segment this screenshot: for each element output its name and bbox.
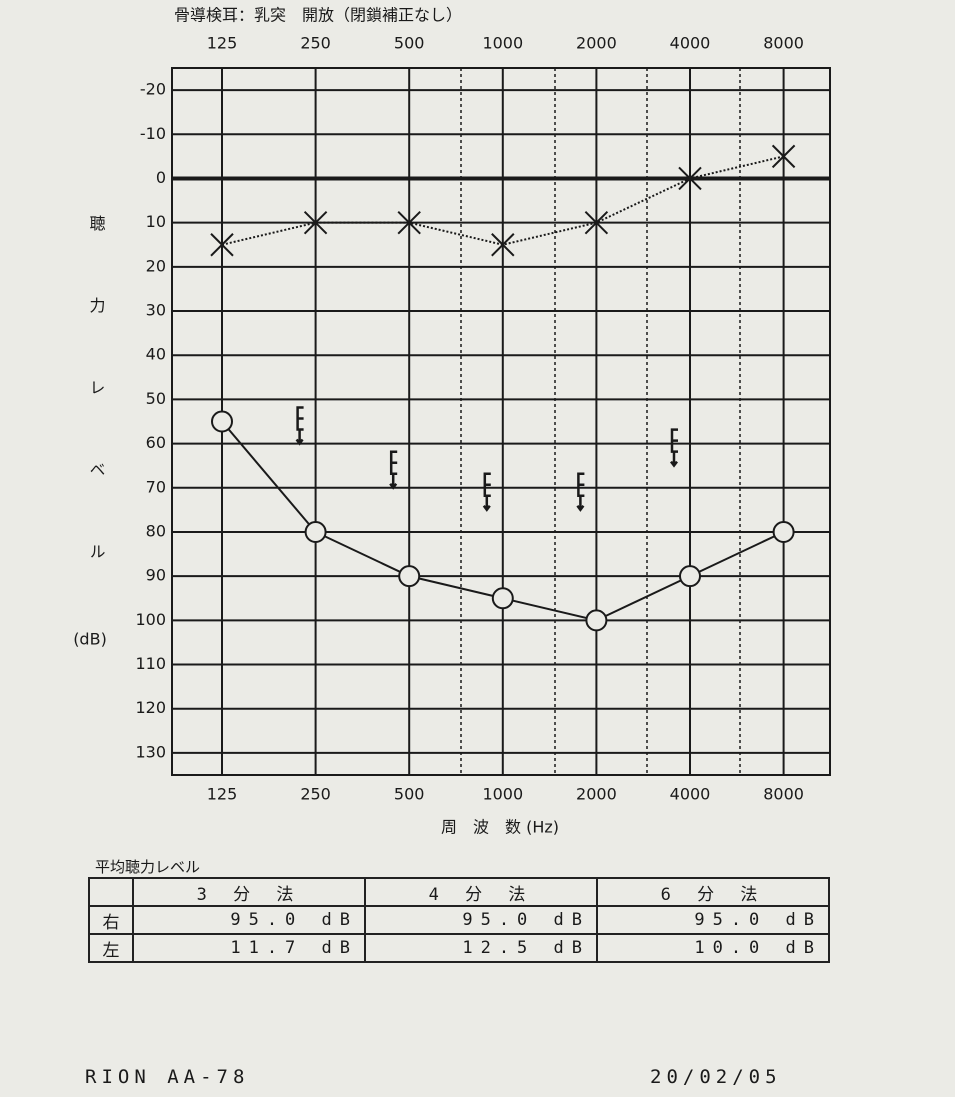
y-tick-label: 40 [146, 345, 166, 364]
header: 骨導検耳：乳突 開放（閉鎖補正なし） [174, 6, 462, 25]
point [679, 565, 701, 588]
point [491, 233, 515, 257]
table-row: 左 11.7 dB 12.5 dB 10.0 dB [88, 933, 830, 963]
x-axis-label: 周 波 数 (Hz) [441, 818, 559, 837]
x-tick-label-top: 250 [300, 34, 331, 53]
point [772, 520, 795, 543]
cell: 12.5 dB [364, 933, 598, 963]
cell: 95.0 dB [596, 905, 830, 935]
column-header: 4 分 法 [364, 877, 598, 907]
bone-mark [576, 472, 585, 512]
y-tick-label: 30 [146, 301, 166, 320]
table-header: 3 分 法 4 分 法 6 分 法 [88, 877, 830, 907]
y-tick-label: 120 [135, 698, 166, 717]
x-tick-label-top: 4000 [670, 34, 711, 53]
date: 20/02/05 [650, 1066, 782, 1088]
bone-mark [670, 428, 678, 468]
x-tick-label: 500 [394, 785, 425, 804]
x-tick-label-top: 1000 [482, 34, 523, 53]
cell: 10.0 dB [596, 933, 830, 963]
y-tick-label: 130 [135, 742, 166, 761]
x-tick-label: 125 [207, 785, 238, 804]
x-tick-label-top: 2000 [576, 34, 617, 53]
y-tick-label: 100 [135, 610, 166, 629]
cell: 11.7 dB [132, 933, 366, 963]
x-tick-label: 8000 [763, 785, 804, 804]
point [585, 609, 608, 632]
y-tick-label: 90 [146, 566, 166, 585]
x-tick-label-top: 125 [207, 34, 238, 53]
bone-mark [482, 472, 491, 512]
y-tick-label: 10 [146, 212, 166, 231]
y-tick-label: 70 [146, 477, 166, 496]
column-header: 3 分 法 [132, 877, 366, 907]
column-header: 6 分 法 [596, 877, 830, 907]
y-tick-label: 0 [156, 168, 166, 187]
point [303, 210, 328, 235]
point [397, 210, 421, 235]
bone-mark [389, 450, 398, 490]
row-header: 右 [88, 905, 134, 935]
point [304, 520, 327, 543]
x-tick-label-top: 8000 [763, 34, 804, 53]
y-tick-label: -10 [140, 124, 166, 143]
plot-frame [171, 67, 831, 776]
y-tick-label: 110 [135, 654, 166, 673]
x-tick-label-top: 500 [394, 34, 425, 53]
average-table: 3 分 法 4 分 法 6 分 法 右 95.0 dB 95.0 dB 95.0… [88, 877, 830, 963]
y-tick-label: 60 [146, 433, 166, 452]
cell: 95.0 dB [132, 905, 366, 935]
y-tick-label: 80 [146, 521, 166, 540]
model: RION AA-78 [85, 1066, 250, 1088]
y-axis-unit: (dB) [73, 630, 107, 649]
point [211, 410, 233, 433]
x-tick-label: 1000 [482, 785, 523, 804]
cell: 95.0 dB [364, 905, 598, 935]
x-tick-label: 4000 [670, 785, 711, 804]
point [771, 144, 796, 169]
point [584, 210, 609, 235]
point [491, 587, 514, 610]
octave-dividers [460, 68, 741, 775]
y-tick-label: 20 [146, 256, 166, 275]
bone-mark [295, 406, 304, 446]
point [678, 166, 702, 191]
point [210, 233, 234, 257]
x-tick-label: 250 [300, 785, 331, 804]
row-header: 左 [88, 933, 134, 963]
table-row: 右 95.0 dB 95.0 dB 95.0 dB [88, 905, 830, 935]
point [398, 565, 421, 588]
y-tick-label: -20 [140, 80, 166, 99]
x-tick-label: 2000 [576, 785, 617, 804]
table-title: 平均聴力レベル [95, 858, 201, 876]
y-tick-label: 50 [146, 389, 166, 408]
y-axis-label: 聴力レベル [87, 215, 106, 625]
